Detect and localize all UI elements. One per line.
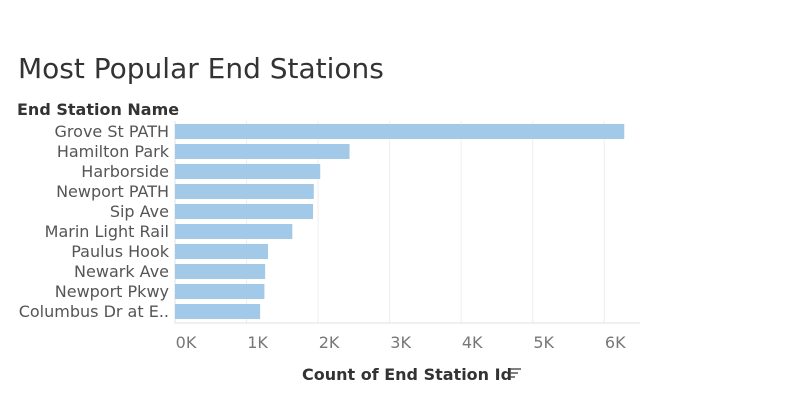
bars [175,124,625,319]
category-label: Newark Ave [74,262,169,281]
x-tick-label: 1K [247,333,268,352]
bar[interactable] [175,144,350,159]
x-tick-label: 3K [390,333,411,352]
category-label: Newport PATH [56,182,169,201]
bar[interactable] [175,184,314,199]
category-label: Columbus Dr at E.. [19,302,169,321]
bar[interactable] [175,264,266,279]
category-label: Paulus Hook [71,242,169,261]
bar[interactable] [175,224,293,239]
x-tick-label: 4K [462,333,483,352]
row-header: End Station Name [17,100,179,119]
bar[interactable] [175,244,268,259]
bar[interactable] [175,164,321,179]
bar[interactable] [175,124,625,139]
category-label: Newport Pkwy [55,282,169,301]
bar[interactable] [175,284,265,299]
x-tick-label: 0K [176,333,197,352]
category-label: Marin Light Rail [45,222,169,241]
x-tick-label: 6K [605,333,626,352]
bar[interactable] [175,204,314,219]
sort-descending-icon[interactable] [510,368,521,378]
x-axis-ticks: 0K 1K 2K 3K 4K 5K 6K [176,333,626,352]
x-tick-label: 5K [533,333,554,352]
category-label: Hamilton Park [57,142,170,161]
bar[interactable] [175,304,261,319]
category-label: Sip Ave [110,202,169,221]
category-label: Harborside [81,162,169,181]
x-tick-label: 2K [319,333,340,352]
x-axis-title: Count of End Station Id [302,365,512,384]
chart-title: Most Popular End Stations [18,52,384,85]
category-label: Grove St PATH [55,122,169,141]
